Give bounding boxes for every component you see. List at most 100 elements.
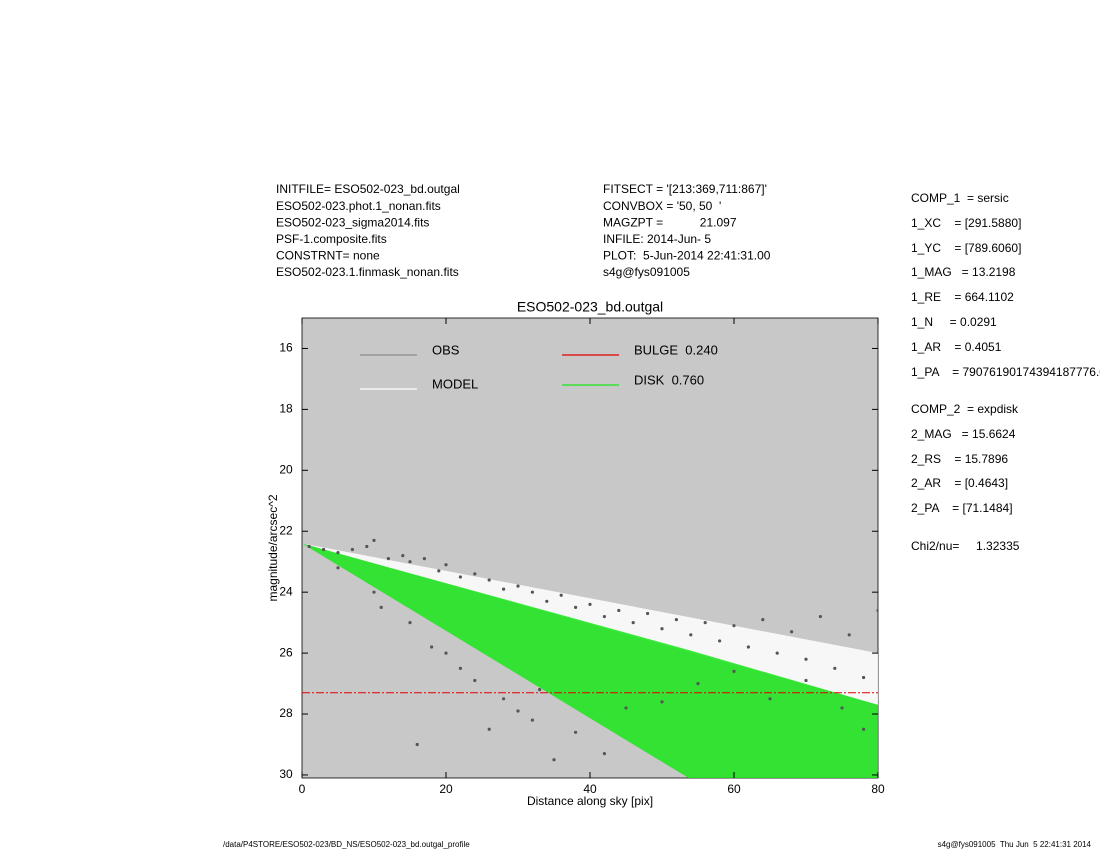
component-line: COMP_1 = sersic	[911, 191, 1009, 205]
obs-point	[574, 605, 578, 610]
header-middle-line: PLOT: 5-Jun-2014 22:41:31.00	[603, 249, 771, 263]
obs-point	[401, 554, 405, 558]
component-line: 2_MAG = 15.6624	[911, 427, 1016, 441]
obs-point	[502, 697, 506, 701]
obs-point	[386, 557, 390, 561]
component-line: 1_RE = 664.1102	[911, 290, 1014, 304]
component-line: 1_YC = [789.6060]	[911, 241, 1021, 255]
obs-point	[545, 599, 549, 603]
obs-point	[487, 727, 491, 731]
obs-point	[660, 700, 664, 704]
header-left-line: ESO502-023_sigma2014.fits	[276, 215, 429, 229]
obs-point	[408, 621, 412, 625]
component-line: 2_PA = [71.1484]	[911, 501, 1013, 515]
obs-point	[862, 675, 866, 680]
header-middle-line: FITSECT = '[213:369,711:867]'	[603, 182, 767, 196]
obs-point	[840, 706, 844, 710]
obs-point	[602, 614, 607, 619]
footer-left: /data/P4STORE/ESO502-023/BD_NS/ESO502-02…	[223, 840, 470, 849]
x-tick-label: 20	[439, 782, 453, 796]
x-tick-label: 80	[871, 782, 885, 796]
obs-point	[768, 697, 772, 701]
obs-point	[458, 575, 462, 579]
y-tick-label: 26	[279, 645, 293, 659]
header-middle-line: MAGZPT = 21.097	[603, 215, 737, 229]
model-area	[302, 543, 878, 778]
obs-point	[408, 560, 412, 564]
obs-point	[336, 566, 340, 570]
header-middle-line: INFILE: 2014-Jun- 5	[603, 232, 711, 246]
obs-point	[804, 678, 808, 683]
obs-point	[538, 688, 542, 692]
obs-point	[631, 621, 635, 625]
obs-point	[365, 544, 369, 549]
obs-point	[862, 727, 866, 731]
component-line: 1_PA = 79076190174394187776.0	[911, 365, 1100, 379]
y-tick-label: 18	[279, 402, 293, 416]
obs-point	[502, 587, 506, 591]
component-line: 1_MAG = 13.2198	[911, 265, 1016, 279]
component-line: 1_XC = [291.5880]	[911, 216, 1021, 230]
header-left-line: INITFILE= ESO502-023_bd.outgal	[276, 182, 460, 196]
obs-point	[588, 602, 592, 606]
obs-point	[422, 557, 426, 561]
obs-point	[322, 547, 326, 552]
y-tick-label: 16	[279, 341, 293, 355]
component-line: 1_N = 0.0291	[911, 315, 997, 329]
header-left-line: CONSTRNT= none	[276, 249, 380, 263]
obs-point	[336, 550, 340, 555]
component-line: 1_AR = 0.4051	[911, 340, 1002, 354]
x-tick-label: 60	[727, 782, 741, 796]
y-axis-label: magnitude/arcsec^2	[266, 494, 280, 601]
obs-point	[761, 617, 765, 622]
header-left-line: ESO502-023.1.finmask_nonan.fits	[276, 265, 459, 279]
plot-area	[302, 538, 878, 778]
obs-point	[689, 633, 693, 637]
obs-point	[696, 681, 700, 686]
x-tick-label: 0	[299, 782, 306, 796]
obs-point	[307, 544, 311, 549]
y-tick-label: 28	[279, 706, 293, 720]
legend-label: OBS	[432, 342, 460, 357]
footer-right: s4g@fys091005 Thu Jun 5 22:41:31 2014	[938, 840, 1092, 849]
obs-point	[430, 645, 434, 649]
legend-label: BULGE 0.240	[634, 342, 718, 357]
obs-point	[718, 639, 722, 643]
obs-point	[487, 578, 491, 582]
obs-point	[624, 706, 628, 710]
obs-point	[732, 624, 736, 628]
obs-point	[833, 666, 837, 670]
legend-label: MODEL	[432, 376, 478, 391]
obs-point	[574, 730, 578, 734]
obs-point	[602, 752, 607, 756]
obs-point	[530, 718, 535, 722]
y-tick-label: 30	[279, 767, 293, 781]
obs-point	[732, 669, 736, 673]
obs-point	[473, 678, 477, 683]
obs-point	[473, 572, 477, 576]
header-middle-line: s4g@fys091005	[603, 265, 690, 279]
component-line: 2_RS = 15.7896	[911, 452, 1008, 466]
obs-point	[559, 593, 563, 597]
obs-point	[372, 590, 376, 594]
obs-point	[790, 630, 794, 634]
obs-point	[444, 563, 448, 567]
obs-point	[372, 538, 376, 542]
obs-point	[437, 569, 441, 573]
obs-point	[530, 590, 535, 594]
chart-title: ESO502-023_bd.outgal	[517, 299, 663, 315]
obs-point	[350, 547, 354, 552]
obs-point	[646, 611, 650, 616]
obs-point	[552, 758, 556, 762]
obs-point	[415, 742, 419, 747]
header-left-line: ESO502-023.phot.1_nonan.fits	[276, 199, 441, 213]
obs-point	[660, 627, 664, 631]
obs-point	[804, 657, 808, 661]
x-tick-label: 40	[583, 782, 597, 796]
header-middle-line: CONVBOX = '50, 50 '	[603, 199, 721, 213]
y-tick-label: 22	[279, 523, 293, 537]
component-line: COMP_2 = expdisk	[911, 402, 1019, 416]
obs-point	[379, 605, 383, 610]
component-line: Chi2/nu= 1.32335	[911, 539, 1020, 553]
